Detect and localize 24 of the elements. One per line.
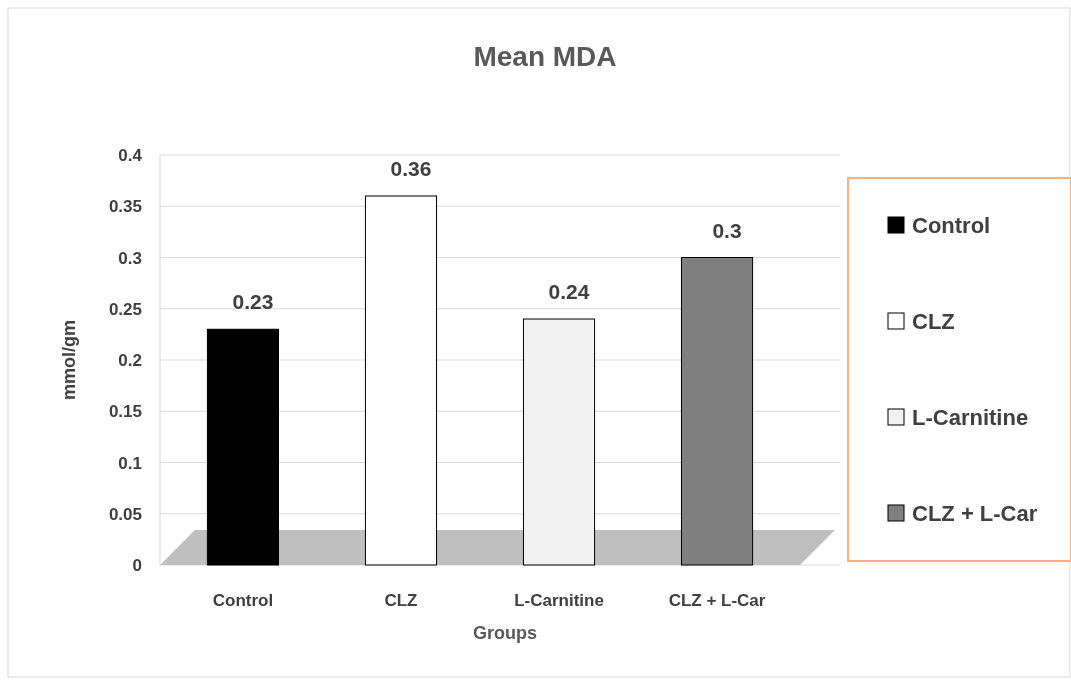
x-tick-label: CLZ xyxy=(384,591,418,610)
y-tick-label: 0.3 xyxy=(118,248,142,268)
x-tick-label: L-Carnitine xyxy=(514,591,604,610)
y-tick-label: 0.15 xyxy=(108,402,142,422)
data-label: 0.3 xyxy=(712,218,742,242)
data-label: 0.24 xyxy=(548,280,590,303)
y-tick-label: 0.4 xyxy=(118,146,143,165)
x-tick-label: CLZ + L-Car xyxy=(668,591,766,610)
y-tick-label: 0.2 xyxy=(118,351,142,370)
y-tick-label: 0.05 xyxy=(108,504,142,524)
chart-title: Mean MDA xyxy=(473,41,617,72)
y-tick-label: 0.1 xyxy=(118,453,142,473)
legend-label: CLZ + L-Car xyxy=(912,501,1038,526)
y-tick-label: 0 xyxy=(132,556,142,575)
legend-label: Control xyxy=(912,213,991,238)
legend-label: CLZ xyxy=(912,309,955,334)
x-tick-label: Control xyxy=(212,591,274,610)
data-label: 0.36 xyxy=(390,157,432,180)
data-label: 0.23 xyxy=(232,290,274,314)
y-axis-title: mmol/gm xyxy=(59,319,79,401)
x-axis-title: Groups xyxy=(472,623,538,643)
y-tick-label: 0.35 xyxy=(108,197,142,217)
legend-label: L-Carnitine xyxy=(912,405,1029,430)
y-tick-label: 0.25 xyxy=(108,299,142,319)
